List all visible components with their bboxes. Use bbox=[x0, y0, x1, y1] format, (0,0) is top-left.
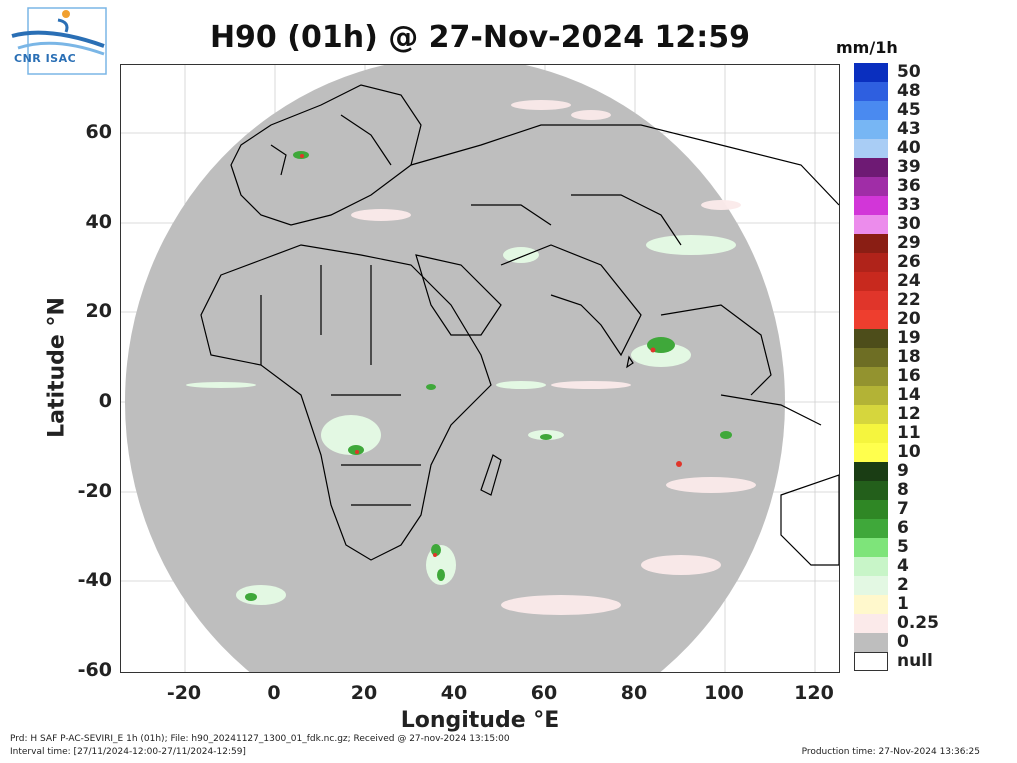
xtick-label: 80 bbox=[620, 682, 648, 704]
colorbar-swatch bbox=[854, 329, 888, 348]
colorbar-label: 29 bbox=[897, 233, 921, 253]
colorbar-label: 14 bbox=[897, 385, 921, 405]
colorbar-label: 20 bbox=[897, 309, 921, 329]
y-axis-label: Latitude °N bbox=[44, 297, 70, 438]
colorbar-label: 0.25 bbox=[897, 613, 939, 633]
colorbar-label: 7 bbox=[897, 499, 909, 519]
colorbar-swatch bbox=[854, 272, 888, 291]
chart-title: H90 (01h) @ 27-Nov-2024 12:59 bbox=[209, 20, 751, 55]
colorbar-swatch bbox=[854, 101, 888, 120]
colorbar-swatch bbox=[854, 614, 888, 633]
colorbar-label: 18 bbox=[897, 347, 921, 367]
product-info: Prd: H SAF P-AC-SEVIRI_E 1h (01h); File:… bbox=[10, 734, 510, 744]
ytick-label: 20 bbox=[85, 300, 112, 322]
colorbar-label: 50 bbox=[897, 62, 921, 82]
ytick-label: 0 bbox=[98, 390, 112, 412]
cnr-isac-logo bbox=[8, 6, 110, 78]
colorbar-label: 22 bbox=[897, 290, 921, 310]
xtick-label: -20 bbox=[166, 682, 202, 704]
production-time: Production time: 27-Nov-2024 13:36:25 bbox=[801, 747, 980, 757]
interval-info: Interval time: [27/11/2024-12:00-27/11/2… bbox=[10, 747, 246, 757]
colorbar-label: 43 bbox=[897, 119, 921, 139]
ytick-label: 60 bbox=[85, 121, 112, 143]
colorbar-swatch bbox=[854, 177, 888, 196]
colorbar-swatch bbox=[854, 63, 888, 82]
colorbar-swatch bbox=[854, 443, 888, 462]
colorbar-label: 39 bbox=[897, 157, 921, 177]
colorbar-swatch bbox=[854, 82, 888, 101]
colorbar-swatch bbox=[854, 139, 888, 158]
colorbar-label: 33 bbox=[897, 195, 921, 215]
colorbar-swatch bbox=[854, 576, 888, 595]
colorbar-label: 11 bbox=[897, 423, 921, 443]
colorbar-swatch bbox=[854, 557, 888, 576]
colorbar-label: 24 bbox=[897, 271, 921, 291]
colorbar-label: 1 bbox=[897, 594, 909, 614]
colorbar-swatch bbox=[854, 120, 888, 139]
colorbar-swatch bbox=[854, 500, 888, 519]
colorbar-swatch bbox=[854, 424, 888, 443]
colorbar-swatch bbox=[854, 633, 888, 652]
map-panel bbox=[120, 64, 840, 673]
colorbar-swatch bbox=[854, 291, 888, 310]
colorbar-label: 10 bbox=[897, 442, 921, 462]
xtick-label: 0 bbox=[267, 682, 281, 704]
ytick-label: 40 bbox=[85, 211, 112, 233]
colorbar-label: 36 bbox=[897, 176, 921, 196]
colorbar-label: null bbox=[897, 651, 933, 671]
colorbar-label: 16 bbox=[897, 366, 921, 386]
colorbar-swatch bbox=[854, 310, 888, 329]
colorbar-swatch bbox=[854, 462, 888, 481]
colorbar-label: 5 bbox=[897, 537, 909, 557]
colorbar-label: 6 bbox=[897, 518, 909, 538]
colorbar-units: mm/1h bbox=[836, 38, 898, 57]
colorbar-swatch bbox=[854, 386, 888, 405]
colorbar-swatch bbox=[854, 253, 888, 272]
coastlines bbox=[200, 84, 839, 566]
ytick-label: -40 bbox=[77, 569, 112, 591]
colorbar-label: 9 bbox=[897, 461, 909, 481]
colorbar-label: 4 bbox=[897, 556, 909, 576]
colorbar-swatch bbox=[854, 652, 888, 671]
colorbar-swatch bbox=[854, 481, 888, 500]
colorbar-swatch bbox=[854, 405, 888, 424]
colorbar-swatch bbox=[854, 538, 888, 557]
xtick-label: 100 bbox=[704, 682, 744, 704]
intense-precip bbox=[300, 154, 682, 557]
map-canvas bbox=[121, 65, 839, 672]
colorbar-label: 30 bbox=[897, 214, 921, 234]
logo-text: CNR ISAC bbox=[14, 52, 77, 65]
colorbar-label: 26 bbox=[897, 252, 921, 272]
satellite-disk bbox=[125, 65, 785, 672]
colorbar-label: 0 bbox=[897, 632, 909, 652]
xtick-label: 20 bbox=[350, 682, 378, 704]
xtick-label: 120 bbox=[794, 682, 834, 704]
colorbar-label: 45 bbox=[897, 100, 921, 120]
xtick-label: 40 bbox=[440, 682, 468, 704]
colorbar-label: 19 bbox=[897, 328, 921, 348]
colorbar-swatch bbox=[854, 215, 888, 234]
colorbar-swatch bbox=[854, 519, 888, 538]
colorbar-swatch bbox=[854, 348, 888, 367]
ytick-label: -60 bbox=[77, 659, 112, 681]
x-axis-label: Longitude °E bbox=[400, 708, 560, 733]
colorbar-label: 12 bbox=[897, 404, 921, 424]
colorbar-label: 2 bbox=[897, 575, 909, 595]
ytick-label: -20 bbox=[77, 480, 112, 502]
colorbar-swatch bbox=[854, 234, 888, 253]
colorbar-swatch bbox=[854, 367, 888, 386]
colorbar-swatch bbox=[854, 595, 888, 614]
light-precip bbox=[351, 100, 756, 615]
colorbar-swatch bbox=[854, 196, 888, 215]
colorbar-label: 48 bbox=[897, 81, 921, 101]
colorbar-label: 40 bbox=[897, 138, 921, 158]
colorbar-label: 8 bbox=[897, 480, 909, 500]
heavy-precip bbox=[245, 151, 732, 601]
xtick-label: 60 bbox=[530, 682, 558, 704]
colorbar-swatch bbox=[854, 158, 888, 177]
